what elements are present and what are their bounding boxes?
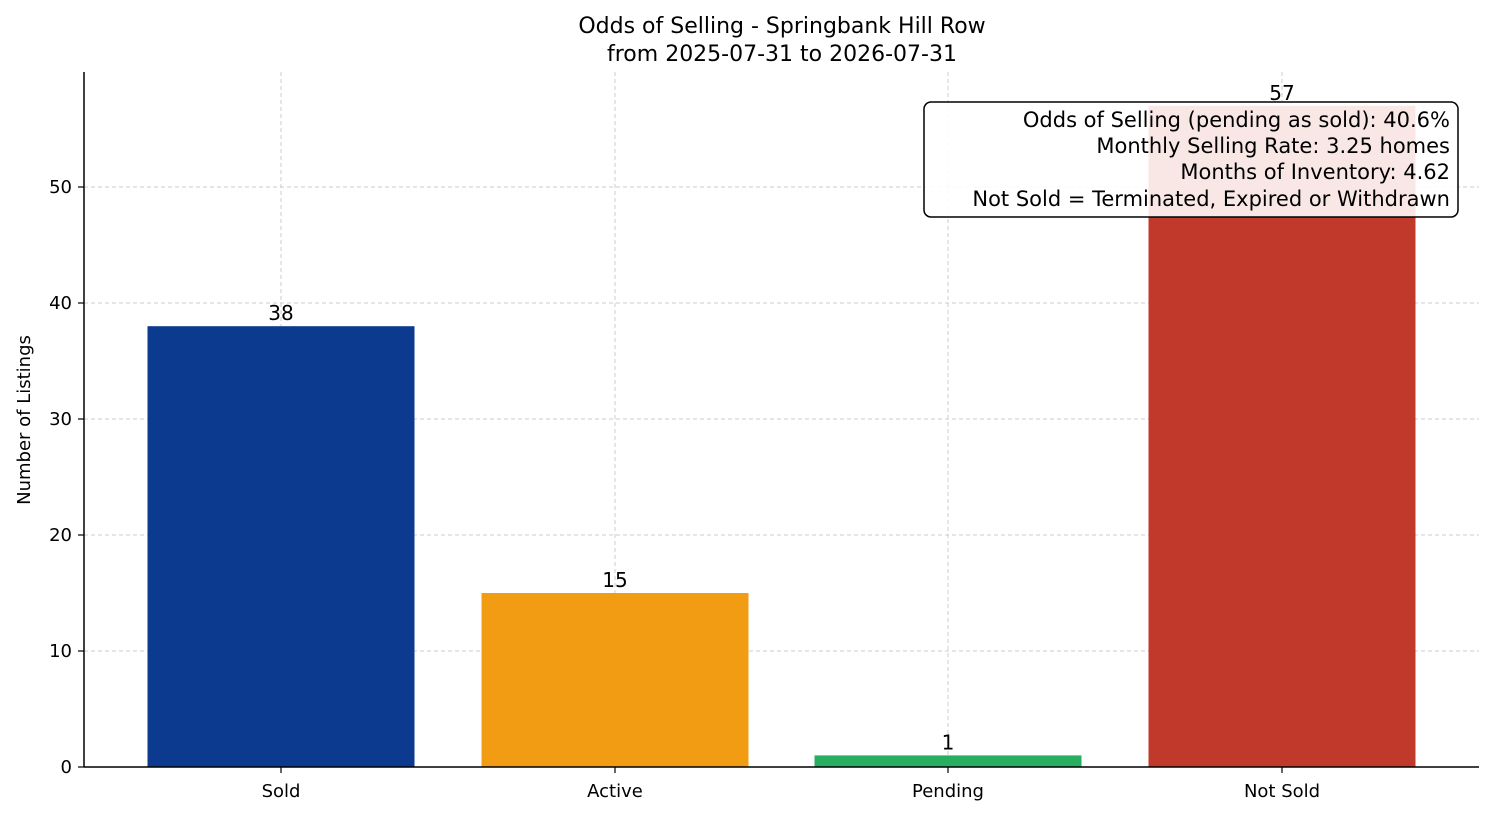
annotation-line-odds: Odds of Selling (pending as sold): 40.6% [1023, 108, 1450, 132]
data-labels: 38 15 1 57 [268, 81, 1294, 755]
x-tick-label: Pending [912, 781, 984, 802]
bar-value-label: 38 [268, 301, 293, 325]
y-tick-label: 0 [61, 757, 72, 778]
y-tick-label: 20 [49, 525, 72, 546]
annotation-line-rate: Monthly Selling Rate: 3.25 homes [1096, 134, 1450, 158]
annotation-box: Odds of Selling (pending as sold): 40.6%… [923, 101, 1459, 218]
chart-subtitle: from 2025-07-31 to 2026-07-31 [607, 42, 957, 67]
x-tick-label: Sold [262, 781, 301, 802]
annotation-line-inventory: Months of Inventory: 4.62 [1180, 160, 1450, 184]
bar-pending [814, 755, 1082, 767]
chart-title: Odds of Selling - Springbank Hill Row [578, 14, 985, 39]
y-tick-label: 40 [49, 293, 72, 314]
annotation-line-definition: Not Sold = Terminated, Expired or Withdr… [972, 187, 1450, 211]
ticks: 0 10 20 30 40 50 Sold Active Pending Not Sold [49, 177, 1320, 802]
y-tick-label: 10 [49, 641, 72, 662]
bar-active [481, 593, 749, 767]
y-tick-label: 30 [49, 409, 72, 430]
y-axis-label: Number of Listings [14, 335, 35, 505]
bar-value-label: 15 [602, 568, 627, 592]
x-tick-label: Not Sold [1244, 781, 1320, 802]
bar-value-label: 57 [1269, 81, 1294, 105]
annotation-frame [923, 101, 1459, 218]
bar-sold [147, 326, 415, 767]
bar-value-label: 1 [942, 730, 955, 754]
x-tick-label: Active [587, 781, 643, 802]
y-tick-label: 50 [49, 177, 72, 198]
